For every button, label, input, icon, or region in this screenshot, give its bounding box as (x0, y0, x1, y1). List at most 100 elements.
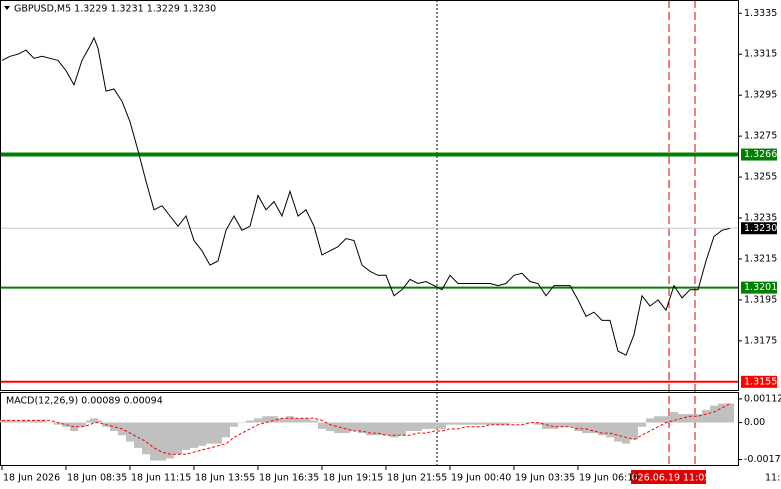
price-panel-frame (0, 0, 739, 391)
macd-bar (134, 422, 142, 448)
y-tick-label: 0.00112 (744, 393, 781, 404)
macd-bar (430, 422, 438, 429)
macd-bar (726, 403, 734, 423)
y-tick-label: 0.00 (744, 417, 765, 428)
macd-bar (262, 416, 270, 423)
macd-bar (558, 422, 566, 427)
macd-bar (254, 418, 262, 423)
macd-bar (702, 409, 710, 423)
last-price-label: 1.3230 (744, 223, 777, 234)
last-price-box (741, 222, 777, 235)
macd-bar (694, 414, 702, 423)
macd-bar (142, 422, 150, 455)
macd-bar (462, 422, 470, 425)
macd-bar (470, 422, 478, 425)
level-label-box (741, 281, 777, 294)
macd-bar (62, 422, 70, 427)
macd-bar (286, 416, 294, 423)
macd-bar (294, 418, 302, 423)
macd-bar (374, 422, 382, 436)
y-tick-label: 1.3175 (744, 335, 777, 346)
y-tick-label: 1.3215 (744, 253, 777, 264)
macd-bar (0, 420, 6, 423)
macd-bar (526, 422, 534, 424)
macd-bar (174, 422, 182, 455)
level-label-box (741, 375, 777, 388)
y-tick-label: 1.3335 (744, 8, 777, 19)
macd-bar (638, 422, 646, 427)
macd-bar (710, 405, 718, 423)
macd-bar (198, 422, 206, 446)
macd-bar (478, 422, 486, 425)
macd-bar (214, 422, 222, 444)
y-tick-label: 1.3255 (744, 172, 777, 183)
macd-bar (686, 414, 694, 423)
macd-bar (326, 422, 334, 432)
macd-bar (334, 422, 342, 434)
macd-panel-frame (0, 392, 739, 466)
x-tick-label: 19 Jun 06:15 (579, 473, 639, 484)
macd-bar (350, 422, 358, 432)
macd-bar (166, 422, 174, 459)
macd-bar (454, 422, 462, 425)
y-tick-label: 1.3275 (744, 131, 777, 142)
macd-bar (550, 422, 558, 429)
macd-bar (310, 420, 318, 423)
macd-bar (318, 422, 326, 429)
x-tick-label: 18 Jun 11:15 (131, 473, 191, 484)
macd-bar (614, 422, 622, 442)
collapse-icon[interactable] (4, 6, 10, 10)
macd-bar (6, 420, 14, 423)
macd-bar (94, 420, 102, 423)
x-tick-label: 18 Jun 08:35 (67, 473, 127, 484)
y-tick-label: 1.3195 (744, 294, 777, 305)
time-marker: 2026.06.19 11:05 (626, 473, 711, 484)
x-tick-label: 18 Jun 2026 (3, 473, 60, 484)
macd-bar (582, 422, 590, 434)
macd-bar (590, 422, 598, 434)
macd-bar (534, 422, 542, 425)
macd-bar (222, 422, 230, 438)
signal-line (2, 403, 731, 455)
x-tick-label: 18 Jun 13:55 (195, 473, 255, 484)
macd-bar (542, 422, 550, 429)
macd-bar (654, 416, 662, 423)
level-label-box (741, 148, 777, 161)
macd-bar (246, 420, 254, 423)
symbol-header: GBPUSD,M5 1.3229 1.3231 1.3229 1.3230 (14, 4, 216, 15)
price-line (1, 36, 731, 356)
level-label: 1.3155 (744, 376, 777, 387)
macd-bar (358, 422, 366, 434)
macd-bar (406, 422, 414, 432)
y-tick-label: 1.3295 (744, 90, 777, 101)
macd-bar (574, 422, 582, 432)
macd-bar (598, 422, 606, 436)
macd-bar (382, 422, 390, 436)
macd-bar (22, 420, 30, 423)
macd-bar (342, 422, 350, 434)
macd-bar (390, 422, 398, 438)
x-tick-label: 11:35 (765, 473, 781, 484)
macd-bar (126, 422, 134, 442)
macd-bar (486, 422, 494, 425)
macd-bar (78, 422, 86, 427)
y-tick-label: -0.00175 (744, 454, 781, 465)
macd-bar (150, 422, 158, 461)
macd-bar (718, 403, 726, 423)
macd-bar (662, 416, 670, 423)
macd-bar (182, 422, 190, 451)
x-tick-label: 18 Jun 16:35 (259, 473, 319, 484)
level-label: 1.3201 (744, 282, 777, 293)
macd-bar (502, 422, 510, 425)
macd-bar (494, 422, 502, 425)
macd-bar (230, 422, 238, 427)
macd-bar (438, 422, 446, 429)
macd-bar (422, 422, 430, 429)
macd-bar (566, 422, 574, 427)
macd-bar (366, 422, 374, 436)
macd-bar (38, 420, 46, 423)
macd-bar (518, 422, 526, 424)
time-marker-box (631, 470, 706, 484)
